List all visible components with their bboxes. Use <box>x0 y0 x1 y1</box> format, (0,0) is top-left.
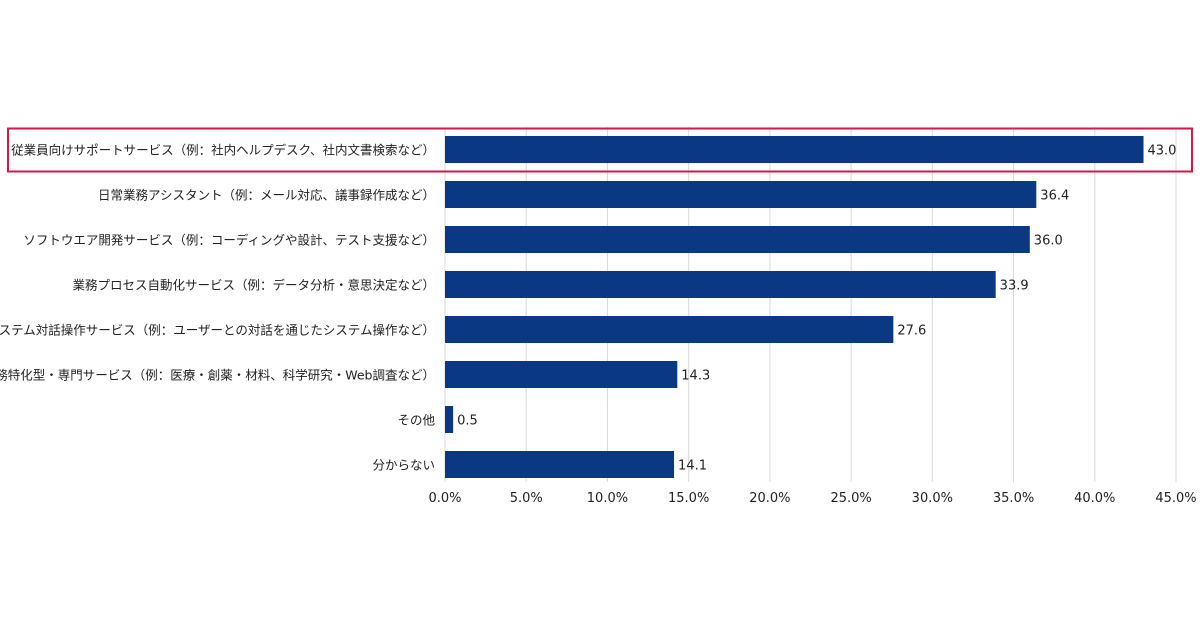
bar <box>445 226 1030 253</box>
highlight-layer <box>7 127 1193 173</box>
value-label: 43.0 <box>1148 144 1177 159</box>
bar <box>445 316 894 343</box>
bar <box>445 271 996 298</box>
x-tick-label: 40.0% <box>1074 491 1115 506</box>
category-label: システム対話操作サービス（例：ユーザーとの対話を通じたシステム操作など） <box>0 323 435 338</box>
highlight-box <box>7 127 1193 173</box>
value-label: 27.6 <box>897 324 926 339</box>
x-tick-label: 15.0% <box>668 491 709 506</box>
category-label: ソフトウエア開発サービス（例：コーディングや設計、テスト支援など） <box>23 233 435 248</box>
x-axis-ticks: 0.0% 5.0% 10.0% 15.0% 20.0% 25.0% 30.0% 35.0% 40… <box>428 491 1196 506</box>
category-labels: 従業員向けサポートサービス（例：社内ヘルプデスク、社内文書検索など） 日常業務アシ… <box>0 143 435 473</box>
category-label: 分からない <box>372 458 435 473</box>
value-labels: 43.0 36.4 36.0 33.9 27.6 14.3 0.5 14.1 <box>457 144 1176 474</box>
bar <box>445 136 1144 163</box>
category-label: 業務特化型・専門サービス（例：医療・創薬・材料、科学研究・Web調査など） <box>0 368 435 383</box>
category-label: 従業員向けサポートサービス（例：社内ヘルプデスク、社内文書検索など） <box>11 143 435 158</box>
value-label: 14.1 <box>678 459 707 474</box>
x-tick-label: 10.0% <box>587 491 628 506</box>
x-tick-label: 20.0% <box>749 491 790 506</box>
value-label: 33.9 <box>1000 279 1029 294</box>
category-label: 日常業務アシスタント（例：メール対応、議事録作成など） <box>98 188 435 203</box>
value-label: 0.5 <box>457 414 478 429</box>
category-label: その他 <box>397 413 435 428</box>
bar <box>445 451 675 478</box>
x-tick-label: 30.0% <box>912 491 953 506</box>
x-tick-label: 5.0% <box>510 491 543 506</box>
grid-lines <box>444 127 1177 482</box>
x-tick-label: 0.0% <box>428 491 461 506</box>
value-label: 36.4 <box>1040 189 1069 204</box>
bar <box>445 181 1037 208</box>
category-label: 業務プロセス自動化サービス（例：データ分析・意思決定など） <box>72 278 435 293</box>
x-tick-label: 45.0% <box>1155 491 1196 506</box>
bar <box>445 361 678 388</box>
x-tick-label: 25.0% <box>830 491 871 506</box>
bars <box>445 136 1144 478</box>
value-label: 14.3 <box>681 369 710 384</box>
bar <box>445 406 454 433</box>
x-tick-label: 35.0% <box>993 491 1034 506</box>
value-label: 36.0 <box>1034 234 1063 249</box>
